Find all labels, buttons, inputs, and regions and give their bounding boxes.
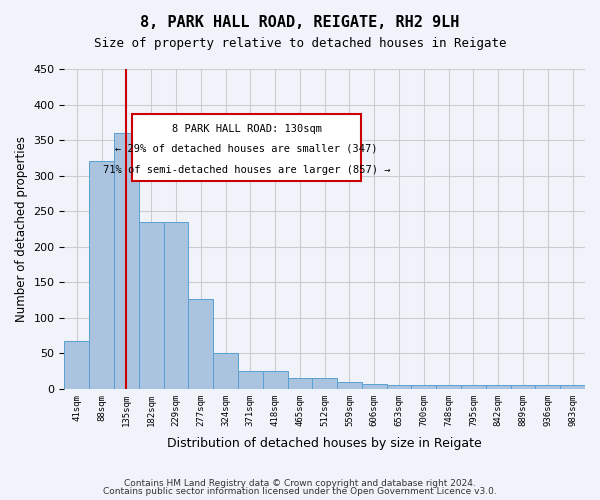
Bar [535, 385, 560, 389]
Bar [511, 385, 535, 389]
Text: ← 29% of detached houses are smaller (347): ← 29% of detached houses are smaller (34… [115, 144, 378, 154]
Bar [362, 384, 386, 389]
Bar [89, 162, 114, 389]
Bar [412, 385, 436, 389]
Bar [313, 378, 337, 389]
FancyBboxPatch shape [132, 114, 361, 181]
Bar [287, 378, 313, 389]
Bar [386, 385, 412, 389]
Y-axis label: Number of detached properties: Number of detached properties [15, 136, 28, 322]
Bar [64, 341, 89, 389]
Bar [114, 133, 139, 389]
Bar [139, 222, 164, 389]
X-axis label: Distribution of detached houses by size in Reigate: Distribution of detached houses by size … [167, 437, 482, 450]
Bar [560, 385, 585, 389]
Text: Contains public sector information licensed under the Open Government Licence v3: Contains public sector information licen… [103, 487, 497, 496]
Bar [436, 385, 461, 389]
Bar [461, 385, 486, 389]
Bar [486, 385, 511, 389]
Bar [164, 222, 188, 389]
Text: 8, PARK HALL ROAD, REIGATE, RH2 9LH: 8, PARK HALL ROAD, REIGATE, RH2 9LH [140, 15, 460, 30]
Bar [337, 382, 362, 389]
Bar [188, 298, 213, 389]
Bar [263, 371, 287, 389]
Bar [238, 371, 263, 389]
Text: 71% of semi-detached houses are larger (857) →: 71% of semi-detached houses are larger (… [103, 164, 391, 174]
Text: 8 PARK HALL ROAD: 130sqm: 8 PARK HALL ROAD: 130sqm [172, 124, 322, 134]
Text: Contains HM Land Registry data © Crown copyright and database right 2024.: Contains HM Land Registry data © Crown c… [124, 478, 476, 488]
Bar [213, 353, 238, 389]
Text: Size of property relative to detached houses in Reigate: Size of property relative to detached ho… [94, 38, 506, 51]
